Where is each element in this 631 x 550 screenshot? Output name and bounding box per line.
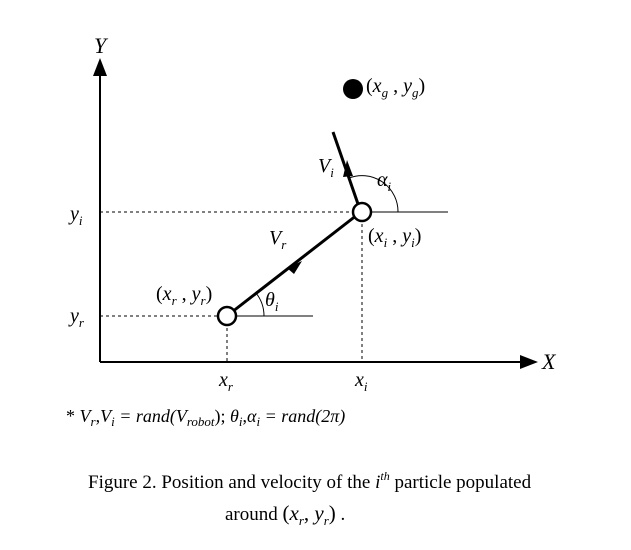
vi-label: Vi — [318, 155, 334, 180]
note-sep1: , — [96, 406, 101, 426]
caption-i: i — [375, 472, 380, 493]
particle-position-marker — [351, 201, 373, 223]
note-v1: V — [80, 406, 93, 426]
caption-paren-open: ( — [283, 501, 290, 525]
caption-x-sub: r — [299, 513, 305, 528]
note-v1-sub: r — [91, 414, 97, 429]
particle-y: y — [400, 225, 411, 247]
y-i-sub: i — [79, 213, 83, 228]
goal-x-sub: g — [382, 85, 389, 100]
robot-paren-close: ) — [206, 283, 213, 305]
y-i-tick-label: yi — [68, 203, 83, 228]
note-eq1-sub: robot — [187, 414, 215, 429]
vr-sub: r — [281, 237, 287, 252]
alpha-label: αi — [377, 169, 392, 194]
caption-suffix: particle populated — [390, 472, 532, 493]
x-axis-label: X — [541, 349, 557, 374]
vi-arrowhead — [343, 160, 353, 177]
theta-label: θi — [265, 289, 279, 314]
y-r-tick-label: yr — [68, 305, 85, 330]
theta-main: θ — [265, 289, 275, 311]
caption-comma: , — [304, 501, 315, 525]
x-r-tick-label: xr — [218, 369, 234, 394]
x-r-main: x — [218, 369, 228, 391]
y-i-main: y — [68, 203, 79, 225]
caption-th: th — [380, 469, 389, 483]
vr-label: Vr — [269, 227, 287, 252]
x-axis-arrowhead — [520, 355, 538, 369]
x-i-tick-label: xi — [354, 369, 368, 394]
robot-x: x — [162, 283, 172, 305]
robot-y-sub: r — [201, 293, 207, 308]
alpha-main: α — [377, 169, 388, 191]
note-v2: V — [100, 406, 113, 426]
goal-y-sub: g — [412, 85, 419, 100]
goal-paren-open: ( — [366, 75, 373, 97]
note-sep2: , — [243, 406, 248, 426]
caption-y-sub: r — [324, 513, 330, 528]
note-star: * — [66, 406, 75, 426]
note-t2-sub: i — [256, 414, 260, 429]
goal-paren-close: ) — [418, 75, 425, 97]
caption-period: . — [336, 504, 346, 525]
goal-label: (xg , yg) — [366, 75, 425, 100]
caption-line-2: around (xr, yr) . — [225, 501, 345, 528]
vr-main: V — [269, 227, 284, 249]
caption-around: around — [225, 504, 283, 525]
robot-y: y — [190, 283, 201, 305]
x-r-sub: r — [228, 379, 234, 394]
note-t2: α — [247, 406, 257, 426]
note-line: * Vr,Vi = rand(Vrobot); θi,αi = rand(2π) — [66, 406, 345, 429]
y-r-sub: r — [79, 315, 85, 330]
x-i-sub: i — [364, 379, 368, 394]
goal-comma: , — [388, 75, 403, 97]
y-axis-arrowhead — [93, 58, 107, 76]
note-t1-sub: i — [239, 414, 243, 429]
vr-vector — [231, 213, 358, 314]
robot-x-sub: r — [172, 293, 178, 308]
theta-arc — [255, 292, 265, 317]
caption-x: x — [289, 501, 300, 525]
particle-y-sub: i — [411, 235, 415, 250]
alpha-sub: i — [388, 179, 392, 194]
note-eq2: = rand(2π) — [260, 406, 345, 427]
y-axis-label: Y — [94, 33, 109, 58]
particle-paren-open: ( — [368, 225, 375, 247]
alpha-arc — [348, 175, 399, 213]
vi-sub: i — [330, 165, 334, 180]
theta-sub: i — [275, 299, 279, 314]
particle-x: x — [374, 225, 384, 247]
goal-y: y — [401, 75, 412, 97]
vi-main: V — [318, 155, 333, 177]
robot-position-marker — [216, 305, 238, 327]
particle-label: (xi , yi) — [368, 225, 421, 250]
caption-line-1: Figure 2. Position and velocity of the i… — [88, 469, 532, 493]
robot-paren-open: ( — [156, 283, 163, 305]
particle-paren-close: ) — [415, 225, 422, 247]
particle-x-sub: i — [384, 235, 388, 250]
note-eq1: = rand(V — [115, 406, 189, 427]
note-t1: θ — [230, 406, 239, 426]
note-v2-sub: i — [111, 414, 115, 429]
robot-label: (xr , yr) — [156, 283, 212, 308]
goal-marker — [343, 79, 363, 99]
robot-comma: , — [177, 283, 192, 305]
caption-paren-close: ) — [329, 501, 336, 525]
y-r-main: y — [68, 305, 79, 327]
note-eq1-end: ); — [215, 406, 226, 427]
vr-arrowhead — [287, 261, 302, 274]
goal-x: x — [372, 75, 382, 97]
x-i-main: x — [354, 369, 364, 391]
caption-y: y — [312, 501, 324, 525]
caption-prefix: Figure 2. Position and velocity of the — [88, 472, 375, 493]
particle-comma: , — [387, 225, 402, 247]
